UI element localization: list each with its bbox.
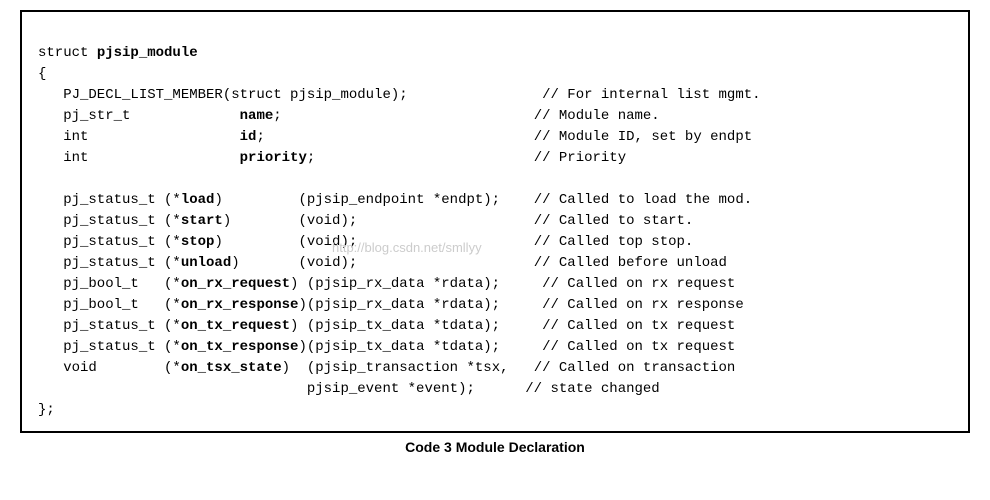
code-line-4c: ; // Module ID, set by endpt xyxy=(256,129,752,145)
code-line-7b: load xyxy=(181,192,215,208)
code-block: http://blog.csdn.net/smllyystruct pjsip_… xyxy=(20,10,970,433)
code-line-7c: ) (pjsip_endpoint *endpt); // Called to … xyxy=(214,192,752,208)
page: http://blog.csdn.net/smllyystruct pjsip_… xyxy=(0,0,990,465)
code-line-11b: on_rx_request xyxy=(181,276,290,292)
code-line-16: pjsip_event *event); // state changed xyxy=(38,381,660,397)
code-line-5b: priority xyxy=(240,150,307,166)
code-line-3a: pj_str_t xyxy=(38,108,240,124)
code-line-13a: pj_status_t (* xyxy=(38,318,181,334)
code-line-8b: start xyxy=(181,213,223,229)
code-line-13c: ) (pjsip_tx_data *tdata); // Called on t… xyxy=(290,318,735,334)
code-caption: Code 3 Module Declaration xyxy=(20,439,970,455)
code-line-5a: int xyxy=(38,150,240,166)
code-line-9a: pj_status_t (* xyxy=(38,234,181,250)
code-line-17: }; xyxy=(38,402,55,418)
code-line-11a: pj_bool_t (* xyxy=(38,276,181,292)
code-line-8c: ) (void); // Called to start. xyxy=(223,213,693,229)
code-line-3c: ; // Module name. xyxy=(273,108,659,124)
code-line-13b: on_tx_request xyxy=(181,318,290,334)
code-line-4b: id xyxy=(240,129,257,145)
code-line-14b: on_tx_response xyxy=(181,339,299,355)
code-line-10a: pj_status_t (* xyxy=(38,255,181,271)
code-line-2: PJ_DECL_LIST_MEMBER(struct pjsip_module)… xyxy=(38,87,761,103)
code-line-15c: ) (pjsip_transaction *tsx, // Called on … xyxy=(282,360,736,376)
code-line-10c: ) (void); // Called before unload xyxy=(231,255,727,271)
code-line-12b: on_rx_response xyxy=(181,297,299,313)
code-line-7a: pj_status_t (* xyxy=(38,192,181,208)
code-line-8a: pj_status_t (* xyxy=(38,213,181,229)
code-line-5c: ; // Priority xyxy=(307,150,626,166)
code-line-15b: on_tsx_state xyxy=(181,360,282,376)
code-line-12c: )(pjsip_rx_data *rdata); // Called on rx… xyxy=(298,297,743,313)
code-line-0a: struct xyxy=(38,45,97,61)
code-line-11c: ) (pjsip_rx_data *rdata); // Called on r… xyxy=(290,276,735,292)
code-line-3b: name xyxy=(240,108,274,124)
code-line-4a: int xyxy=(38,129,240,145)
code-line-14a: pj_status_t (* xyxy=(38,339,181,355)
code-line-9c: ) (void); // Called top stop. xyxy=(214,234,693,250)
code-line-0b: pjsip_module xyxy=(97,45,198,61)
code-line-1: { xyxy=(38,66,46,82)
code-line-9b: stop xyxy=(181,234,215,250)
code-line-14c: )(pjsip_tx_data *tdata); // Called on tx… xyxy=(298,339,735,355)
code-line-15a: void (* xyxy=(38,360,181,376)
code-line-12a: pj_bool_t (* xyxy=(38,297,181,313)
code-line-10b: unload xyxy=(181,255,231,271)
